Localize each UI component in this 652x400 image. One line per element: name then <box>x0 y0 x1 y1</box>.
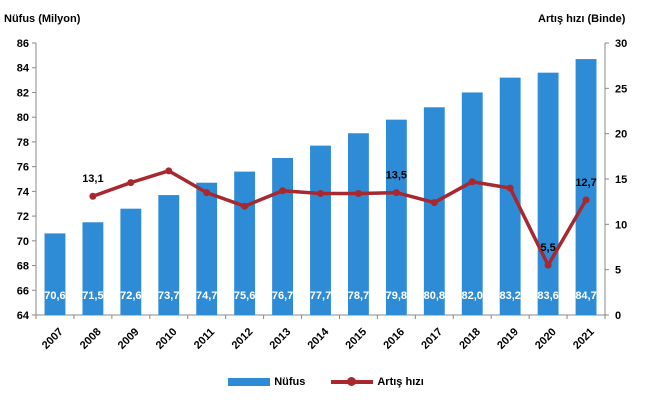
growth-rate-point-2021 <box>582 196 590 204</box>
bar-value-label: 83,6 <box>537 290 558 302</box>
growth-rate-label: 12,7 <box>575 177 596 189</box>
growth-rate-point-2009 <box>127 179 135 187</box>
growth-rate-point-2018 <box>468 178 476 186</box>
x-tick-label: 2014 <box>305 325 331 351</box>
bar-2013 <box>272 157 293 315</box>
bar-value-label: 83,2 <box>499 290 520 302</box>
bar-value-label: 82,0 <box>462 290 483 302</box>
x-tick-label: 2012 <box>230 326 256 352</box>
bar-value-label: 74,7 <box>196 290 217 302</box>
bar-value-label: 75,6 <box>234 290 255 302</box>
legend-entry-growth-rate: Artış hızı <box>331 376 424 388</box>
y-left-tick-label: 78 <box>17 137 29 149</box>
y-left-tick-label: 68 <box>17 261 29 273</box>
bar-2008 <box>82 222 104 315</box>
bar-2007 <box>44 233 66 315</box>
bar-2010 <box>158 195 180 315</box>
growth-rate-label: 5,5 <box>540 242 555 254</box>
growth-rate-point-2015 <box>354 190 362 198</box>
x-tick-label: 2016 <box>381 326 407 352</box>
bar-value-label: 71,5 <box>82 290 103 302</box>
bar-value-label: 76,7 <box>272 290 293 302</box>
growth-rate-point-2011 <box>203 189 211 197</box>
legend: Nüfus Artış hızı <box>0 376 652 388</box>
growth-rate-point-2012 <box>241 202 249 210</box>
y-right-tick-label: 5 <box>615 265 621 277</box>
x-tick-label: 2008 <box>78 326 104 352</box>
x-tick-label: 2010 <box>154 326 180 352</box>
x-tick-label: 2019 <box>495 326 521 352</box>
legend-label-growth-rate: Artış hızı <box>377 376 424 388</box>
bar-2021 <box>575 59 597 316</box>
bar-value-label: 84,7 <box>575 290 596 302</box>
y-right-tick-label: 0 <box>615 310 621 322</box>
bar-value-label: 79,8 <box>386 290 407 302</box>
bar-2009 <box>120 208 142 315</box>
x-tick-label: 2021 <box>571 326 597 352</box>
x-tick-label: 2011 <box>192 326 217 351</box>
y-left-tick-label: 64 <box>17 310 30 322</box>
x-tick-label: 2007 <box>40 326 66 352</box>
bar-value-label: 72,6 <box>120 290 141 302</box>
bar-value-label: 73,7 <box>158 290 179 302</box>
y-right-tick-label: 25 <box>615 83 627 95</box>
growth-rate-point-2019 <box>506 184 514 192</box>
x-tick-label: 2015 <box>343 326 369 352</box>
y-right-tick-label: 20 <box>615 129 627 141</box>
bar-2020 <box>537 72 559 315</box>
y-left-tick-label: 72 <box>17 211 29 223</box>
bar-2017 <box>423 107 445 315</box>
y-left-tick-label: 66 <box>17 285 29 297</box>
growth-rate-point-2010 <box>165 167 173 175</box>
growth-rate-point-2013 <box>279 187 287 195</box>
growth-rate-line <box>92 169 588 267</box>
y-left-tick-label: 82 <box>17 87 29 99</box>
y-left-tick-label: 84 <box>17 63 30 75</box>
x-tick-label: 2009 <box>116 326 142 352</box>
x-tick-label: 2020 <box>533 326 559 352</box>
bar-2011 <box>196 182 218 315</box>
growth-rate-point-2016 <box>392 189 400 197</box>
y-left-tick-label: 70 <box>17 236 29 248</box>
bar-value-label: 80,8 <box>424 290 445 302</box>
bar-2014 <box>310 145 331 315</box>
y-right-tick-label: 15 <box>615 174 627 186</box>
bar-2018 <box>461 92 483 315</box>
bar-value-label: 77,7 <box>310 290 331 302</box>
growth-rate-point-2017 <box>430 199 438 207</box>
bar-2012 <box>234 171 256 315</box>
y-left-tick-label: 86 <box>17 38 29 50</box>
y-left-tick-label: 74 <box>17 186 30 198</box>
growth-rate-point-2008 <box>89 192 97 200</box>
x-tick-label: 2018 <box>457 326 483 352</box>
bar-2019 <box>499 77 521 315</box>
y-left-tick-label: 76 <box>17 162 29 174</box>
growth-rate-label: 13,1 <box>82 173 103 185</box>
legend-label-population: Nüfus <box>274 376 306 388</box>
growth-rate-point-2020 <box>544 261 552 269</box>
y-left-tick-label: 80 <box>17 112 29 124</box>
bar-2016 <box>385 119 407 316</box>
x-tick-label: 2017 <box>419 326 445 352</box>
legend-swatch-bar <box>228 378 271 386</box>
legend-swatch-line <box>331 377 374 386</box>
growth-rate-point-2014 <box>317 190 324 198</box>
legend-entry-population: Nüfus <box>228 376 305 388</box>
y-axis-right-title: Artış hızı (Binde) <box>538 13 626 25</box>
y-axis-left-title: Nüfus (Milyon) <box>4 13 81 25</box>
x-tick-label: 2013 <box>268 326 294 352</box>
growth-rate-label: 13,5 <box>386 170 407 182</box>
y-right-tick-label: 30 <box>615 38 627 50</box>
bar-2015 <box>348 133 369 315</box>
y-right-tick-label: 10 <box>615 219 627 231</box>
bar-value-label: 70,6 <box>44 290 65 302</box>
bar-value-label: 78,7 <box>348 290 369 302</box>
